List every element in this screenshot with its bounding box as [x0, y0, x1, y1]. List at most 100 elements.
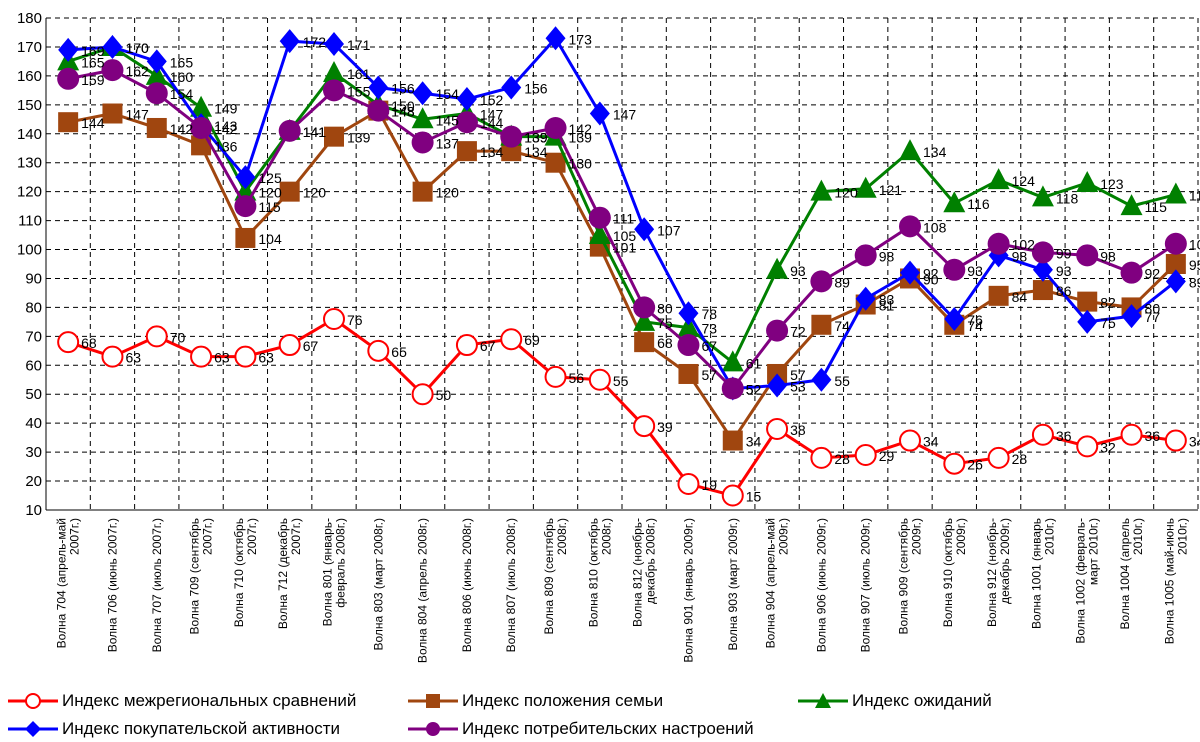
- data-label: 70: [170, 329, 186, 345]
- x-tick-label-line: 2010г.): [1131, 518, 1145, 555]
- data-point: [944, 306, 965, 331]
- data-label: 57: [701, 367, 717, 383]
- data-label: 120: [436, 185, 460, 201]
- data-point: [943, 258, 966, 281]
- circle-marker-icon: [408, 722, 458, 736]
- data-label: 55: [834, 373, 850, 389]
- data-point: [767, 373, 788, 398]
- data-point: [634, 332, 655, 353]
- data-point: [145, 325, 168, 348]
- data-label: 28: [834, 451, 850, 467]
- data-point: [411, 131, 434, 154]
- data-point: [234, 195, 257, 218]
- data-label: 154: [170, 86, 194, 102]
- data-point: [412, 81, 433, 106]
- x-tick-label: Волна 910 (октябрь2009г.): [941, 518, 968, 627]
- data-point: [235, 165, 256, 190]
- data-point: [810, 179, 833, 201]
- data-label: 74: [967, 318, 983, 334]
- data-point: [278, 334, 301, 357]
- data-label: 134: [923, 144, 947, 160]
- data-point: [988, 285, 1009, 306]
- data-label: 63: [214, 350, 230, 366]
- data-label: 116: [967, 196, 990, 212]
- x-tick-label: Волна 804 (апрель 2008г.): [416, 518, 430, 663]
- data-point: [987, 232, 1010, 255]
- data-label: 134: [480, 144, 504, 160]
- data-point: [545, 152, 566, 173]
- data-point: [1164, 182, 1187, 204]
- data-point: [1031, 241, 1054, 264]
- data-point: [899, 429, 921, 452]
- data-label: 68: [81, 335, 97, 351]
- data-point: [102, 34, 123, 59]
- x-tick-label-line: Волна 912 (ноябрь-: [985, 518, 999, 627]
- data-point: [411, 383, 434, 406]
- data-label: 156: [524, 80, 548, 96]
- data-point: [234, 345, 257, 368]
- x-tick-label-line: Волна 801 (январь-: [321, 518, 335, 626]
- data-label: 92: [1145, 266, 1161, 282]
- data-point: [1032, 257, 1053, 282]
- data-label: 142: [170, 121, 194, 137]
- x-tick-label: Волна 1001 (январь2010г.): [1029, 518, 1056, 629]
- x-tick-label-line: Волна 709 (сентябрь: [188, 518, 202, 635]
- data-label: 34: [923, 434, 939, 450]
- x-tick-label-line: 2010г.): [1042, 518, 1056, 555]
- x-tick-label-line: 2007г.): [245, 518, 259, 555]
- data-label: 86: [1056, 283, 1072, 299]
- data-label: 50: [436, 387, 452, 403]
- data-label: 52: [746, 381, 762, 397]
- x-tick-label-line: Волна 901 (январь 2009г.): [681, 518, 695, 663]
- data-label: 65: [391, 344, 407, 360]
- y-tick-label: 180: [17, 10, 42, 27]
- series-1: [58, 100, 1186, 451]
- data-point: [1077, 291, 1098, 312]
- data-label: 120: [303, 185, 327, 201]
- data-label: 76: [347, 312, 363, 328]
- x-tick-label-line: Волна 909 (сентябрь: [897, 518, 911, 635]
- data-label: 144: [81, 115, 105, 131]
- y-tick-label: 70: [25, 328, 42, 345]
- data-label: 156: [391, 80, 415, 96]
- data-point: [545, 26, 566, 51]
- x-tick-label-line: Волна 804 (апрель 2008г.): [416, 518, 430, 663]
- data-label: 101: [613, 240, 637, 256]
- legend-label: Индекс межрегиональных сравнений: [62, 691, 357, 710]
- data-label: 136: [214, 138, 238, 154]
- data-label: 124: [1012, 173, 1036, 189]
- x-tick-label-line: Волна 1004 (апрель: [1118, 518, 1132, 629]
- data-point: [501, 75, 522, 100]
- x-tick-label-line: Волна 712 (декабрь: [276, 518, 290, 629]
- data-label: 55: [613, 373, 629, 389]
- data-point: [323, 60, 345, 82]
- data-point: [58, 112, 79, 133]
- data-label: 108: [923, 219, 947, 235]
- data-label: 147: [480, 107, 504, 123]
- data-point: [721, 484, 744, 507]
- data-point: [677, 472, 700, 495]
- data-label: 139: [569, 130, 593, 146]
- x-tick-label-line: март 2010г.): [1087, 518, 1101, 585]
- x-tick-label: Волна 806 (июнь 2008г.): [460, 518, 474, 652]
- x-tick-label-line: декабрь 2008г.): [644, 518, 658, 604]
- data-point: [145, 82, 168, 105]
- data-label: 69: [524, 332, 540, 348]
- x-tick-label: Волна 1004 (апрель2010г.): [1118, 518, 1145, 629]
- x-tick-label-line: Волна 1001 (январь: [1029, 518, 1043, 629]
- y-tick-label: 120: [17, 184, 42, 201]
- data-point: [1120, 261, 1143, 284]
- data-point: [455, 334, 478, 357]
- data-point: [323, 307, 345, 330]
- data-label: 169: [81, 43, 105, 59]
- data-point: [588, 368, 611, 391]
- x-tick-label: Волна 1002 (февраль-март 2010г.): [1074, 518, 1101, 644]
- data-label: 98: [1100, 248, 1116, 264]
- data-point: [633, 415, 656, 438]
- y-tick-label: 80: [25, 299, 42, 316]
- diamond-marker-icon: [8, 721, 58, 737]
- data-point: [811, 367, 832, 392]
- data-label: 165: [170, 54, 194, 70]
- data-point: [1165, 269, 1186, 294]
